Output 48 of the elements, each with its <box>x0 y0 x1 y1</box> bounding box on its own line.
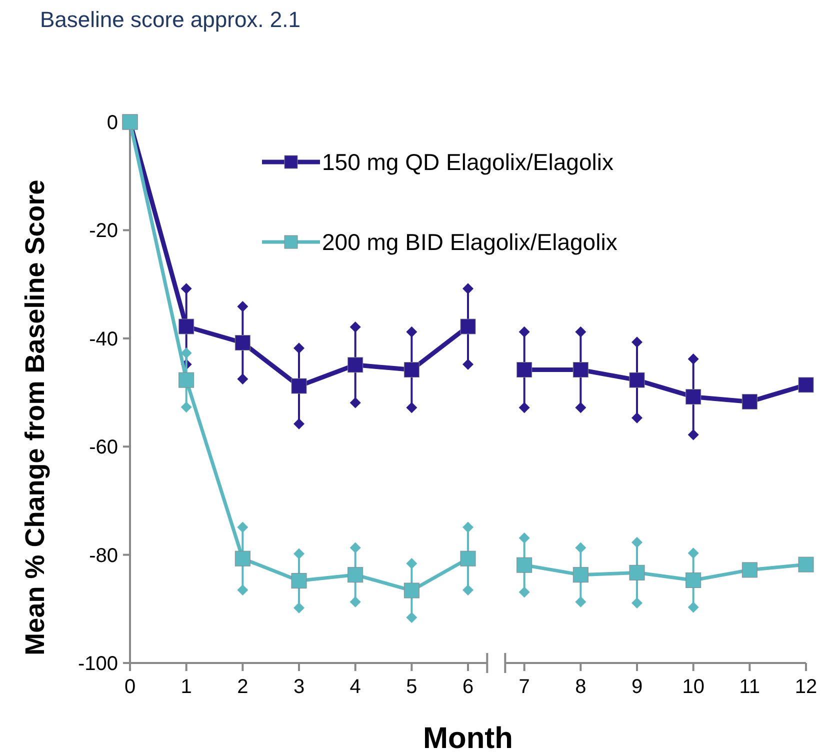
y-tick-label: -80 <box>89 544 118 567</box>
x-tick-label: 6 <box>462 676 474 698</box>
point <box>686 389 702 405</box>
x-tick-label: 5 <box>406 676 418 698</box>
legend-label: 150 mg QD Elagolix/Elagolix <box>322 149 614 176</box>
x-tick-label: 1 <box>180 676 192 698</box>
point <box>178 318 194 334</box>
point <box>291 573 307 589</box>
x-axis-title: Month <box>423 722 513 754</box>
x-tick-label: 12 <box>794 676 818 698</box>
point <box>178 372 194 388</box>
point <box>742 562 758 578</box>
chart-title: Baseline score approx. 2.1 <box>40 7 300 32</box>
point <box>798 556 814 572</box>
point <box>798 377 814 393</box>
x-tick-label: 10 <box>682 676 704 698</box>
x-tick-label: 11 <box>739 676 760 698</box>
point <box>404 362 420 378</box>
x-tick-label: 7 <box>518 676 530 698</box>
point <box>348 567 364 583</box>
x-tick-label: 2 <box>237 676 248 698</box>
point <box>686 572 702 588</box>
point <box>460 550 476 566</box>
y-tick-label: -40 <box>89 328 118 350</box>
legend-label: 200 mg BID Elagolix/Elagolix <box>322 229 618 256</box>
y-axis-title: Mean % Change from Baseline Score <box>20 180 50 656</box>
x-tick-label: 3 <box>293 676 305 698</box>
y-tick-label: -60 <box>89 436 118 459</box>
point <box>291 378 307 394</box>
point <box>742 394 758 410</box>
point <box>629 564 645 580</box>
point <box>404 582 420 598</box>
point <box>572 567 588 583</box>
point <box>516 362 532 378</box>
y-tick-label: -20 <box>89 220 118 242</box>
point <box>516 557 532 573</box>
point <box>572 362 588 378</box>
x-tick-label: 4 <box>350 676 361 698</box>
x-tick-label: 9 <box>631 676 643 698</box>
point <box>234 334 250 350</box>
y-tick-label: 0 <box>106 112 118 134</box>
x-tick-label: 0 <box>124 676 136 698</box>
point <box>348 357 364 373</box>
y-tick-label: -100 <box>78 653 118 675</box>
point <box>460 318 476 334</box>
point <box>629 372 645 388</box>
x-tick-label: 8 <box>575 676 586 698</box>
point <box>234 550 250 566</box>
